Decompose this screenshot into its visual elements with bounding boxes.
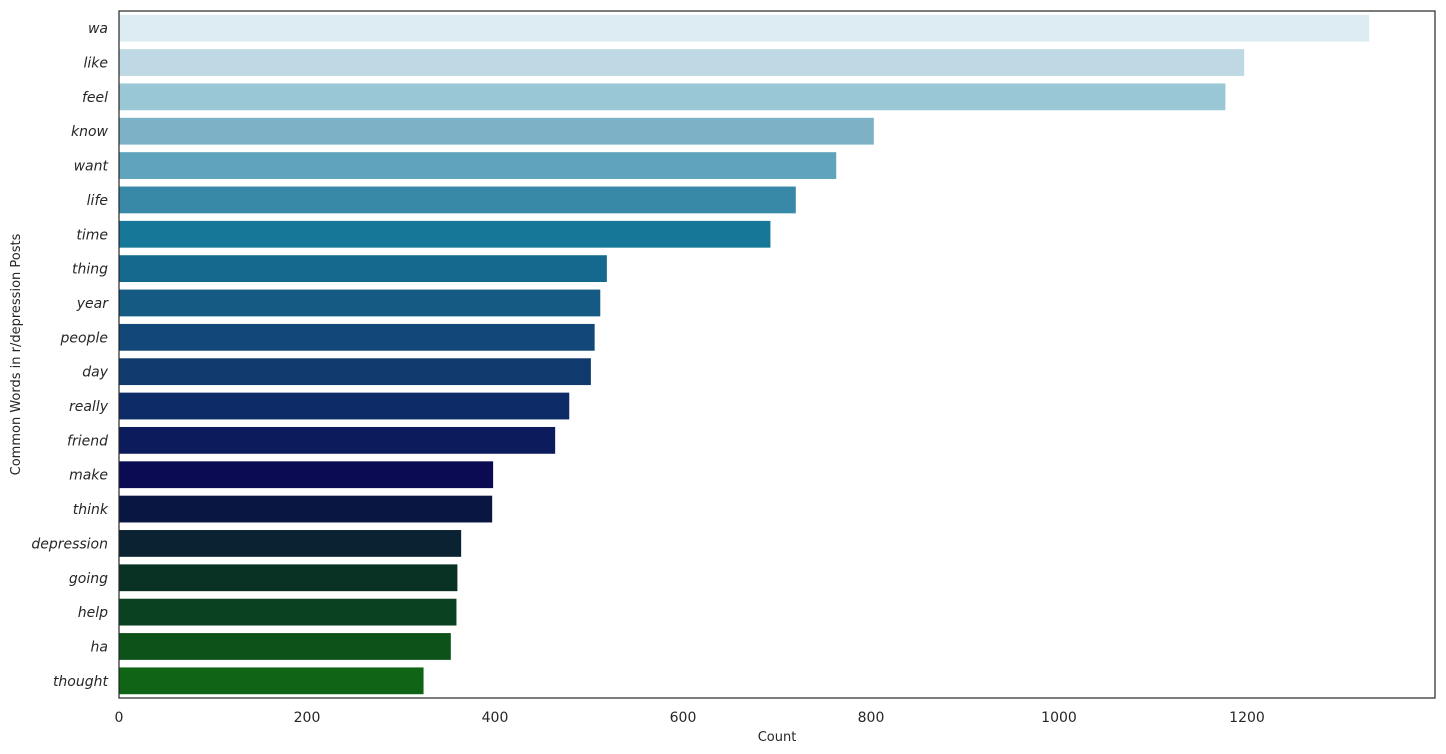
category-label-depression: depression	[31, 536, 108, 552]
category-label-think: think	[73, 502, 109, 518]
category-label-make: make	[69, 468, 108, 484]
category-label-friend: friend	[67, 433, 108, 449]
x-tick-label-800: 800	[858, 710, 885, 726]
bar-friend	[119, 426, 556, 454]
x-tick-label-1000: 1000	[1041, 710, 1077, 726]
x-axis-label: Count	[758, 730, 797, 745]
category-label-ha: ha	[91, 639, 108, 655]
category-label-like: like	[84, 56, 109, 72]
x-tick-label-0: 0	[115, 710, 124, 726]
bar-ha	[119, 633, 451, 660]
bar-time	[119, 220, 771, 248]
x-axis-ticks: 0 200 400 600 800 1000 1200	[115, 710, 1265, 726]
bar-like	[119, 49, 1245, 76]
x-tick-label-1200: 1200	[1229, 710, 1265, 726]
bar-people	[119, 323, 595, 351]
bar-think	[119, 495, 493, 523]
category-label-wa: wa	[88, 21, 108, 37]
bar-want	[119, 152, 837, 179]
category-label-day: day	[82, 365, 108, 381]
bar-help	[119, 598, 457, 626]
category-label-help: help	[78, 605, 108, 621]
bar-going	[119, 564, 458, 592]
bar-thing	[119, 255, 607, 283]
bar-life	[119, 186, 796, 214]
category-label-thing: thing	[72, 262, 108, 278]
category-label-year: year	[76, 296, 109, 312]
y-axis-label: Common Words in r/depression Posts	[9, 233, 24, 475]
bars-group	[119, 14, 1370, 695]
category-label-know: know	[71, 124, 109, 140]
bar-wa	[119, 14, 1370, 42]
plot-frame	[118, 10, 1436, 699]
x-tick-label-600: 600	[670, 710, 697, 726]
category-label-really: really	[69, 399, 109, 415]
category-label-time: time	[76, 227, 108, 243]
bar-really	[119, 392, 570, 420]
x-tick-label-400: 400	[482, 710, 509, 726]
category-label-thought: thought	[53, 674, 109, 690]
bar-feel	[119, 83, 1226, 111]
category-labels: wa like feel know want life time thing year peopl…	[31, 21, 109, 690]
x-tick-label-200: 200	[294, 710, 321, 726]
category-label-people: people	[60, 330, 108, 346]
category-label-feel: feel	[82, 90, 108, 106]
bar-make	[119, 461, 494, 489]
bar-depression	[119, 530, 462, 557]
bar-know	[119, 117, 874, 145]
bar-day	[119, 358, 591, 386]
bar-year	[119, 289, 601, 317]
bar-thought	[119, 667, 424, 695]
category-label-life: life	[87, 193, 108, 209]
category-label-going: going	[69, 571, 108, 587]
category-label-want: want	[74, 159, 109, 175]
